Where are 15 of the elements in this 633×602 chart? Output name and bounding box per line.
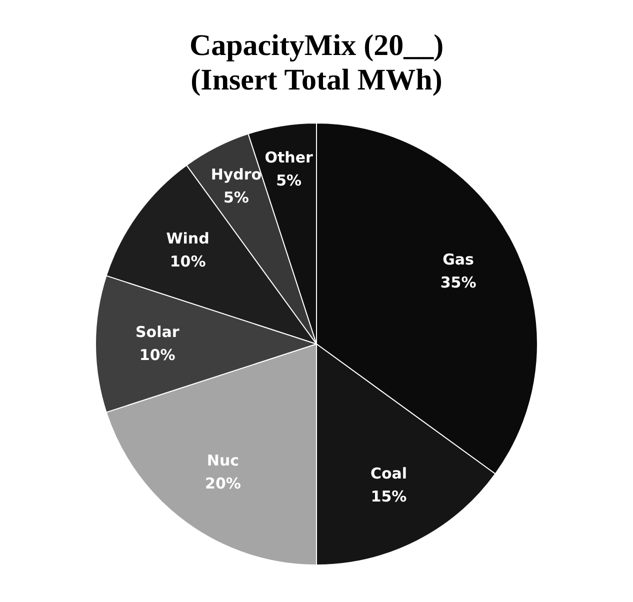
slice-label: Solar bbox=[135, 322, 180, 341]
slice-label: Other bbox=[264, 148, 314, 166]
slice-label: Gas bbox=[442, 250, 474, 269]
data-label: 20% bbox=[205, 474, 241, 493]
data-label: 10% bbox=[170, 252, 206, 270]
slice-label: Nuc bbox=[206, 452, 240, 470]
slice-label: Hydro bbox=[210, 165, 262, 184]
data-label: 5% bbox=[276, 171, 302, 190]
data-label: 15% bbox=[370, 488, 407, 506]
chart-title: CapacityMix (20__) (Insert Total MWh) bbox=[189, 29, 444, 96]
slice-label: Wind bbox=[166, 229, 210, 248]
slice-label: Coal bbox=[370, 464, 408, 483]
data-label: 10% bbox=[139, 346, 176, 364]
data-label: 35% bbox=[440, 274, 476, 292]
data-label: 5% bbox=[224, 188, 249, 206]
